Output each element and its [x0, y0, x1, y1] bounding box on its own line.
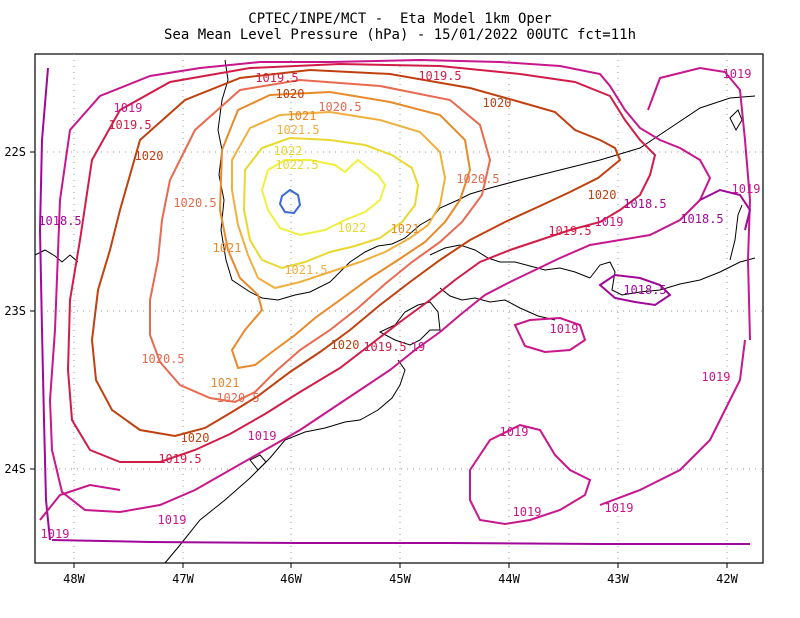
chart-subtitle: Sea Mean Level Pressure (hPa) - 15/01/20…	[163, 27, 636, 43]
contour-label: 1020	[276, 87, 305, 101]
contour-label: 1019	[500, 425, 529, 439]
contour-label: 1020.5	[216, 391, 259, 405]
contour-line	[149, 78, 492, 404]
contour-label: 1021.5	[284, 263, 327, 277]
x-tick-label: 45W	[389, 572, 411, 586]
x-tick-label: 44W	[498, 572, 520, 586]
contour-label: 1018.5	[623, 283, 666, 297]
y-tick-label: 24S	[4, 462, 26, 476]
contour-label: 1018.5	[680, 212, 723, 226]
contour-line	[218, 90, 472, 370]
contour-label: 1019	[513, 505, 542, 519]
contour-line	[647, 66, 752, 341]
contour-label: 1019	[595, 215, 624, 229]
contour-line	[231, 110, 447, 290]
contour-label: 1019	[248, 429, 277, 443]
contour-label: 1020	[588, 188, 617, 202]
contour-label: 1019.5	[108, 118, 151, 132]
y-tick-label: 23S	[4, 304, 26, 318]
contour-line	[51, 539, 750, 545]
contour-label: 1019.5	[158, 452, 201, 466]
contour-label: 1021	[213, 241, 242, 255]
contour-label: 1019	[732, 182, 761, 196]
contour-line	[260, 158, 387, 237]
contour-label: 1019	[702, 370, 731, 384]
contour-label: 1020.5	[456, 172, 499, 186]
contour-label: 1020.5	[318, 100, 361, 114]
plot-frame	[34, 53, 764, 564]
contour-label: 1019	[114, 101, 143, 115]
x-tick-label: 43W	[607, 572, 629, 586]
contour-line	[278, 188, 302, 215]
coastline	[34, 59, 756, 564]
x-tick-label: 48W	[63, 572, 85, 586]
contour-label: 1021	[391, 222, 420, 236]
contour-label: 1022	[338, 221, 367, 235]
contour-line	[38, 67, 51, 541]
contour-label: 1020.5	[141, 352, 184, 366]
contour-label: 1019	[550, 322, 579, 336]
contour-label: 1020	[181, 431, 210, 445]
contour-label: 1018.5	[623, 197, 666, 211]
contour-line	[66, 62, 657, 463]
contour-label: 1020	[483, 96, 512, 110]
contour-label: 1020	[135, 149, 164, 163]
contour-label: 1019.5	[548, 224, 591, 238]
pressure-contours	[38, 58, 752, 545]
contour-label: 1021	[288, 109, 317, 123]
contour-label: 1019.5	[418, 69, 461, 83]
contour-labels: 1019.5 1019.5 1019 1019.5 1020 1020.5 10…	[38, 67, 760, 541]
contour-label: 1018.5	[38, 214, 81, 228]
contour-line	[90, 68, 622, 438]
contour-label: 1019.5	[363, 340, 406, 354]
contour-line	[699, 188, 752, 231]
contour-label: 1021	[211, 376, 240, 390]
contour-line	[39, 483, 121, 521]
y-tick-label: 22S	[4, 145, 26, 159]
contour-label: 1019	[605, 501, 634, 515]
contour-label: 1022	[274, 144, 303, 158]
contour-label: 1019.5	[255, 71, 298, 85]
x-tick-label: 47W	[172, 572, 194, 586]
x-tick-label: 42W	[716, 572, 738, 586]
tick-marks	[30, 151, 728, 568]
contour-label: 1022.5	[275, 158, 318, 172]
contour-label: 1020	[331, 338, 360, 352]
contour-line	[469, 423, 592, 526]
x-tick-label: 46W	[280, 572, 302, 586]
contour-label: 1019	[158, 513, 187, 527]
contour-label: 1020.5	[173, 196, 216, 210]
contour-line	[48, 58, 712, 514]
chart-title: CPTEC/INPE/MCT - Eta Model 1km Oper	[248, 11, 552, 27]
contour-label: 1019	[41, 527, 70, 541]
contour-line	[599, 339, 746, 506]
contour-label: 19	[411, 340, 425, 354]
contour-line	[242, 136, 420, 270]
contour-line	[598, 273, 672, 307]
contour-label: 1021.5	[276, 123, 319, 137]
contour-line	[513, 316, 587, 354]
contour-label: 1019	[723, 67, 752, 81]
